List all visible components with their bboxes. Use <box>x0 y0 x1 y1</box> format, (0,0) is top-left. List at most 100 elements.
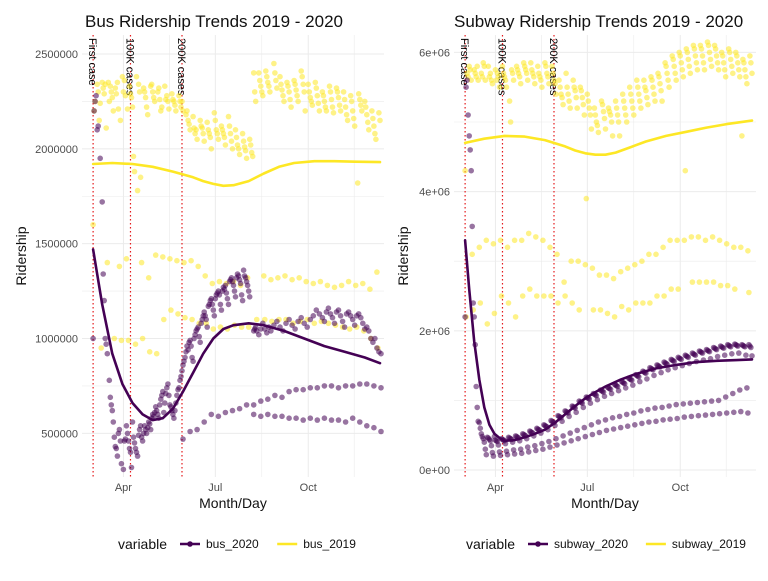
data-point-subway_2019 <box>696 279 703 285</box>
data-point-subway_2019 <box>674 237 680 244</box>
data-point-bus_2020 <box>114 453 121 459</box>
data-point-bus_2020 <box>301 320 308 327</box>
data-point-subway_2019 <box>675 286 681 292</box>
data-point-subway_2019 <box>729 63 735 70</box>
data-point-subway_2019 <box>574 105 580 111</box>
data-point-bus_2020 <box>349 383 356 389</box>
data-point-bus_2020 <box>265 411 271 418</box>
data-point-subway_2019 <box>532 80 538 87</box>
data-point-subway_2019 <box>569 300 575 306</box>
data-point-subway_2019 <box>595 129 602 136</box>
data-point-subway_2019 <box>541 293 547 299</box>
data-point-subway_2019 <box>680 74 687 80</box>
data-point-subway_2020 <box>540 446 546 453</box>
data-point-subway_2019 <box>635 84 641 90</box>
data-point-bus_2019 <box>330 110 337 116</box>
data-point-bus_2019 <box>136 89 143 95</box>
data-point-subway_2019 <box>649 77 655 83</box>
data-point-bus_2019 <box>114 79 121 86</box>
data-point-subway_2019 <box>580 101 587 108</box>
data-point-subway_2020 <box>568 438 574 444</box>
data-point-bus_2019 <box>129 104 136 110</box>
data-point-bus_2020 <box>179 368 185 374</box>
data-point-subway_2019 <box>692 53 699 59</box>
data-point-subway_2019 <box>712 46 719 52</box>
data-point-subway_2019 <box>734 53 740 59</box>
data-point-bus_2019 <box>149 89 156 95</box>
data-point-subway_2019 <box>717 282 724 289</box>
data-point-bus_2020 <box>215 413 222 420</box>
data-point-subway_2019 <box>528 60 534 66</box>
data-point-subway_2019 <box>549 63 555 70</box>
data-point-bus_2020 <box>246 294 253 300</box>
data-point-subway_2020 <box>743 352 749 359</box>
data-point-subway_2020 <box>554 442 560 448</box>
data-point-bus_2019 <box>141 89 148 95</box>
data-point-subway_2020 <box>622 385 629 391</box>
data-point-bus_2020 <box>335 385 342 391</box>
data-point-subway_2020 <box>701 399 708 405</box>
data-point-subway_2019 <box>694 67 701 73</box>
data-point-bus_2020 <box>113 445 120 452</box>
data-point-subway_2020 <box>674 415 680 422</box>
data-point-subway_2019 <box>498 293 505 299</box>
data-point-bus_2019 <box>200 130 206 137</box>
legend-key-dot <box>187 541 193 547</box>
data-point-subway_2019 <box>485 63 492 70</box>
data-point-bus_2020 <box>124 430 131 437</box>
data-point-subway_2019 <box>634 77 640 83</box>
scatter-points <box>90 60 384 473</box>
trend-line-bus_2020 <box>91 248 382 422</box>
data-point-bus_2019 <box>242 147 249 154</box>
data-point-bus_2019 <box>355 91 362 97</box>
data-point-subway_2019 <box>747 53 753 59</box>
data-point-subway_2019 <box>652 98 658 104</box>
data-point-bus_2019 <box>193 127 199 133</box>
data-point-bus_2020 <box>134 453 141 459</box>
data-point-bus_2020 <box>171 415 177 422</box>
data-point-subway_2020 <box>474 404 481 411</box>
x-tick-label: Oct <box>672 482 689 494</box>
data-point-bus_2020 <box>157 402 163 408</box>
x-tick-label: Apr <box>115 482 132 494</box>
data-point-subway_2019 <box>568 258 574 265</box>
data-point-bus_2020 <box>272 413 278 420</box>
data-point-subway_2019 <box>589 265 596 272</box>
data-point-bus_2019 <box>263 68 269 74</box>
data-point-bus_2019 <box>179 98 185 105</box>
data-point-subway_2019 <box>677 53 683 59</box>
data-point-bus_2019 <box>257 77 263 84</box>
data-point-bus_2020 <box>195 324 201 330</box>
data-point-bus_2019 <box>197 117 203 124</box>
data-point-subway_2019 <box>721 67 728 73</box>
data-point-subway_2019 <box>727 56 734 63</box>
data-point-bus_2019 <box>182 314 188 321</box>
data-point-subway_2020 <box>566 413 572 420</box>
data-point-bus_2020 <box>146 421 153 427</box>
data-point-bus_2019 <box>135 81 142 88</box>
data-point-subway_2020 <box>482 446 489 453</box>
data-point-bus_2019 <box>217 324 224 330</box>
data-point-bus_2019 <box>320 92 327 99</box>
data-point-subway_2020 <box>680 401 687 407</box>
data-point-subway_2020 <box>688 413 695 420</box>
plot-area <box>454 35 756 477</box>
data-point-bus_2020 <box>366 328 372 334</box>
data-point-subway_2019 <box>616 133 623 139</box>
data-point-subway_2019 <box>719 53 726 59</box>
data-point-bus_2019 <box>143 104 150 110</box>
data-point-subway_2019 <box>613 105 620 111</box>
data-point-bus_2019 <box>232 127 239 133</box>
data-point-subway_2019 <box>685 56 692 63</box>
data-point-subway_2020 <box>730 390 736 397</box>
data-point-bus_2020 <box>196 333 202 340</box>
legend-title: variable <box>118 536 167 552</box>
data-point-subway_2019 <box>705 42 712 49</box>
data-point-subway_2019 <box>572 87 578 94</box>
data-point-bus_2020 <box>310 313 317 319</box>
data-point-bus_2019 <box>199 125 205 131</box>
data-point-bus_2020 <box>222 282 229 289</box>
data-point-subway_2019 <box>584 91 591 97</box>
data-point-bus_2020 <box>118 460 125 467</box>
data-point-subway_2020 <box>603 427 610 434</box>
